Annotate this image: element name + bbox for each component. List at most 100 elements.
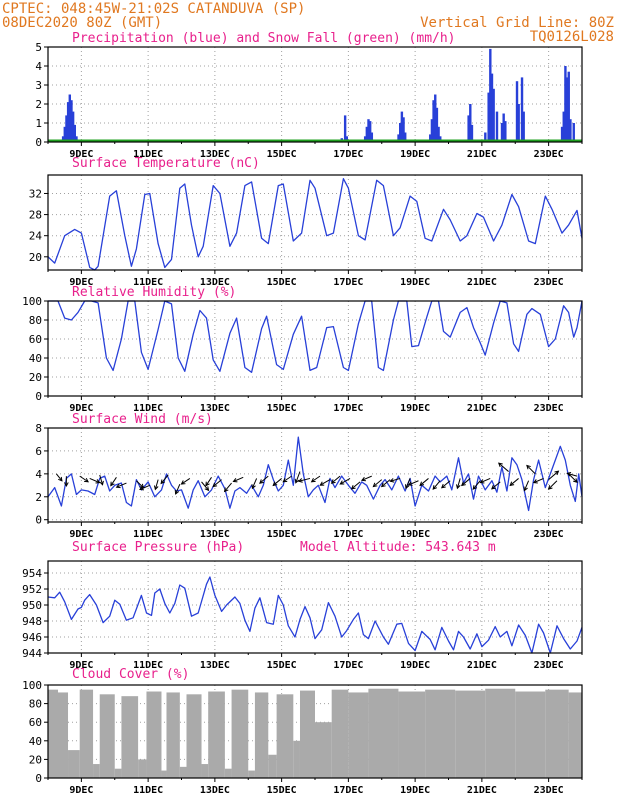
cloud-bar (398, 691, 426, 778)
wind-arrowhead (389, 478, 395, 483)
x-tick-label: 15DEC (267, 529, 297, 540)
precip-bar (567, 71, 570, 142)
panel-pres: Surface Pressure (hPa) Model Altitude: 54… (22, 540, 583, 671)
precip-bar (73, 124, 76, 142)
cloud-bar (93, 764, 100, 778)
wind-arrowhead (472, 485, 478, 490)
x-tick-label: 15DEC (267, 277, 297, 288)
precip-bar (430, 119, 434, 142)
wind-vector (441, 480, 451, 489)
x-tick-label: 9DEC (69, 660, 93, 671)
wind-vector (259, 475, 269, 484)
wind-arrowhead (372, 482, 378, 488)
wind-arrowhead (573, 478, 578, 483)
wind-arrowhead (350, 484, 356, 490)
x-tick-label: 19DEC (400, 403, 430, 414)
wind-arrowhead (380, 482, 386, 488)
wind-arrowhead (432, 485, 438, 490)
y-tick-label: 100 (22, 679, 42, 692)
wind-vector (224, 482, 232, 492)
precip-bar (487, 92, 490, 142)
x-tick-label: 15DEC (267, 403, 297, 414)
precip-bar (490, 73, 494, 142)
y-tick-label: 40 (29, 735, 42, 748)
y-tick-label: 100 (22, 295, 42, 308)
wind-arrowhead (282, 477, 288, 483)
wind-vector (472, 480, 481, 490)
precip-bar (68, 94, 71, 142)
cloud-bar (114, 768, 122, 778)
x-tick-label: 13DEC (200, 660, 230, 671)
x-tick-label: 23DEC (534, 529, 564, 540)
y-tick-label: 80 (29, 314, 42, 327)
wind-arrowhead (153, 485, 159, 491)
wind-vector (361, 475, 372, 481)
wind-vector (408, 480, 419, 486)
wind-vector (282, 475, 292, 483)
wind-vector (390, 477, 401, 482)
wind-vector (498, 462, 509, 472)
y-tick-label: 0 (35, 390, 42, 403)
panel-wind: Surface Wind (m/s) 0 2 4 6 8 9DEC 11DEC 13DEC 15D… (35, 412, 583, 540)
wind-arrowhead (95, 479, 101, 484)
x-tick-label: 19DEC (400, 785, 430, 796)
panel-title: Cloud Cover (%) (72, 667, 189, 682)
panel-rh: Relative Humidity (%) 0 20 40 60 80 100 9DEC 11D… (22, 285, 583, 414)
cloud-bar (331, 689, 349, 778)
y-tick-label: 60 (29, 333, 42, 346)
precip-bar (562, 111, 565, 142)
wind-arrowhead (360, 476, 366, 482)
wind-vector (381, 479, 391, 487)
precip-bar (402, 117, 405, 142)
precip-bar (569, 119, 572, 142)
wind-arrowhead (456, 484, 461, 490)
precip-bar (397, 134, 400, 142)
header-location: CPTEC: 048:45W-21:02S CATANDUVA (SP) (2, 1, 305, 17)
wind-vector (154, 479, 159, 490)
precip-bar (517, 104, 520, 142)
x-tick-label: 23DEC (534, 403, 564, 414)
precip-bar (399, 123, 402, 142)
y-tick-label: 0 (35, 514, 42, 527)
wind-arrowhead (212, 482, 218, 488)
wind-arrowhead (259, 479, 264, 484)
precip-bar (439, 136, 442, 142)
cloud-bar (254, 692, 269, 778)
wind-vector (233, 476, 244, 482)
wind-vector (432, 480, 441, 490)
wind-vector (419, 478, 429, 486)
precip-bar (400, 111, 404, 142)
wind-vector (205, 477, 212, 486)
series-line (47, 436, 583, 512)
x-tick-label: 13DEC (200, 149, 230, 160)
x-tick-label: 9DEC (69, 149, 93, 160)
wind-vector (548, 480, 558, 490)
panel-precip: Precipitation (blue) and Snow Fall (gree… (35, 31, 583, 160)
wind-vector (79, 475, 89, 483)
x-tick-label: 23DEC (534, 785, 564, 796)
y-tick-label: 20 (29, 251, 42, 264)
cloud-bar (186, 694, 202, 778)
x-tick-label: 11DEC (133, 403, 163, 414)
wind-arrowhead (566, 471, 572, 477)
y-tick-label: 24 (29, 230, 43, 243)
x-tick-label: 17DEC (333, 529, 363, 540)
wind-arrowhead (523, 486, 528, 492)
panel-title: Surface Temperature (nC) (72, 156, 260, 171)
precip-bar (484, 132, 487, 142)
wind-arrowhead (58, 476, 63, 482)
wind-arrowhead (554, 470, 560, 476)
y-tick-label: 4 (35, 60, 42, 73)
x-tick-label: 15DEC (267, 149, 297, 160)
x-tick-label: 15DEC (267, 660, 297, 671)
cloud-bar (568, 692, 582, 778)
y-tick-label: 944 (22, 647, 42, 660)
wind-vector (99, 474, 104, 485)
x-tick-label: 15DEC (267, 785, 297, 796)
x-tick-label: 17DEC (333, 660, 363, 671)
precip-bar (434, 94, 437, 142)
precip-bar (363, 136, 367, 142)
wind-vector (533, 477, 544, 484)
